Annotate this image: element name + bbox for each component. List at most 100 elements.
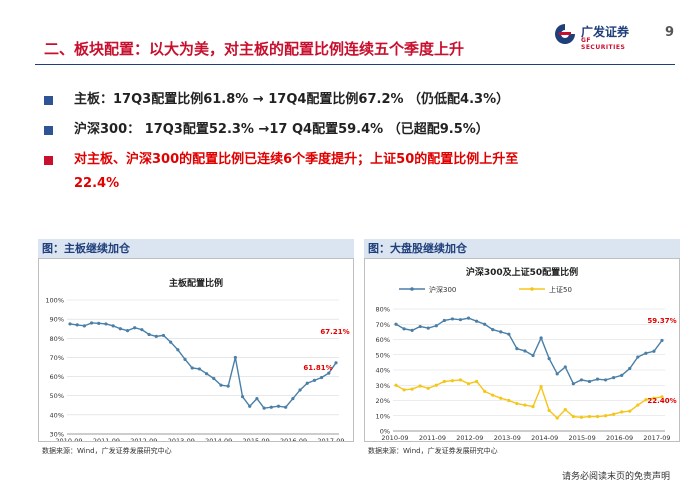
data-point [595, 377, 600, 381]
data-point [426, 386, 430, 390]
data-point [652, 396, 656, 400]
data-point [563, 365, 567, 369]
y-tick-label: 80% [376, 306, 390, 314]
chart-large-cap: 沪深300及上证50配置比例 80% 70% 60% 50% 40% 30% 20% 10% 0%… [376, 266, 677, 442]
y-tick-label: 50% [50, 392, 64, 400]
data-point [628, 409, 632, 413]
logo-text-cn: 广发证券 [581, 25, 630, 39]
page-number: 9 [665, 25, 675, 40]
data-point [147, 332, 151, 337]
bullet-text: 主板：17Q3配置比例61.8% → 17Q4配置比例67.2% （仍低配4.3… [74, 92, 510, 107]
panel-caption: 图：主板继续加仓 [38, 239, 354, 258]
chart-main-board: 主板配置比例 100% 90% 80% 70% 60% 50% 40% 30%2010-09 20… [45, 277, 349, 445]
x-tick-label: 2011-09 [419, 434, 446, 441]
series-line [69, 322, 337, 409]
data-point [426, 326, 430, 330]
data-point [620, 410, 624, 414]
chart-title: 沪深300及上证50配置比例 [466, 266, 578, 278]
bullet-square-icon [44, 126, 53, 135]
logo-text-en: GF SECURITIES [581, 37, 626, 51]
y-tick-label: 60% [376, 336, 390, 344]
page-title: 二、板块配置：以大为美，对主板的配置比例连续五个季度上升 [44, 40, 465, 58]
data-point [555, 372, 559, 376]
x-tick-label: 2016-09 [606, 434, 633, 441]
data-point [240, 395, 245, 399]
data-point [499, 330, 503, 334]
data-point [402, 388, 406, 392]
legend-marker [410, 287, 414, 291]
data-point [82, 324, 86, 328]
data-point [660, 338, 664, 343]
data-label: 22.40% [647, 397, 676, 405]
data-point [603, 414, 608, 418]
y-tick-label: 50% [376, 351, 390, 359]
chart-frame: 主板配置比例 100% 90% 80% 70% 60% 50% 40% 30% 2010-09 20… [38, 258, 354, 445]
data-point [248, 404, 252, 408]
data-point [190, 366, 194, 370]
data-point [418, 324, 422, 329]
data-point [262, 406, 266, 410]
data-point [442, 318, 446, 323]
company-logo: 广发证券 GF SECURITIES [553, 22, 633, 51]
data-point [410, 328, 414, 332]
data-point [483, 322, 487, 326]
x-tick-label: 2012-09 [130, 437, 157, 441]
data-point [579, 378, 583, 382]
data-point [233, 355, 237, 360]
data-point [402, 327, 406, 331]
x-tick-label: 2014-09 [205, 437, 232, 441]
data-point [434, 324, 438, 328]
data-point [118, 327, 122, 331]
data-point [269, 405, 273, 409]
data-point [410, 387, 414, 391]
data-point [603, 378, 608, 382]
data-source: 数据来源：Wind，广发证券发展研究中心 [368, 447, 498, 455]
x-tick-label: 2017-09 [317, 437, 344, 441]
y-tick-label: 30% [376, 382, 390, 390]
x-tick-label: 2013-09 [168, 437, 195, 441]
data-point [226, 384, 230, 388]
data-point [394, 322, 398, 326]
x-tick-label: 2017-09 [643, 434, 670, 441]
data-point [320, 375, 324, 380]
data-point [547, 408, 551, 413]
y-tick-label: 40% [376, 367, 390, 375]
data-label: 59.37% [647, 317, 676, 325]
y-tick-label: 100% [45, 297, 64, 305]
x-tick-label: 2013-09 [494, 434, 521, 441]
data-point [450, 379, 455, 383]
legend-label: 上证50 [549, 285, 572, 294]
data-point [620, 373, 624, 377]
series-line [395, 317, 663, 385]
data-point [104, 322, 108, 326]
data-point [515, 401, 519, 406]
data-point [394, 383, 398, 387]
data-point [212, 376, 216, 381]
bullet-square-icon [44, 96, 53, 105]
data-point [75, 323, 79, 327]
data-point [125, 329, 130, 333]
bullet-item: 沪深300： 17Q3配置52.3% →17 Q4配置59.4% （已超配9.5… [44, 120, 664, 150]
data-point [197, 367, 202, 371]
data-point [276, 404, 281, 408]
x-tick-label: 2015-09 [569, 434, 596, 441]
data-point [183, 357, 187, 361]
data-point [450, 317, 455, 321]
chart-frame: 沪深300及上证50配置比例 80% 70% 60% 50% 40% 30% 20% 10% 0%… [364, 258, 680, 442]
bullet-item: 主板：17Q3配置比例61.8% → 17Q4配置比例67.2% （仍低配4.3… [44, 90, 664, 120]
data-point [523, 349, 527, 353]
x-tick-label: 2012-09 [456, 434, 483, 441]
data-point [305, 381, 309, 385]
data-point [644, 351, 648, 355]
x-tick-label: 2015-09 [243, 437, 270, 441]
data-point [555, 416, 559, 420]
data-point [612, 412, 616, 416]
x-tick-label: 2014-09 [531, 434, 558, 441]
data-point [334, 361, 338, 365]
data-point [636, 355, 640, 359]
data-point [298, 388, 302, 392]
x-tick-label: 2010-09 [55, 437, 82, 441]
data-point [563, 408, 567, 412]
data-point [133, 326, 137, 330]
data-point [312, 378, 317, 382]
